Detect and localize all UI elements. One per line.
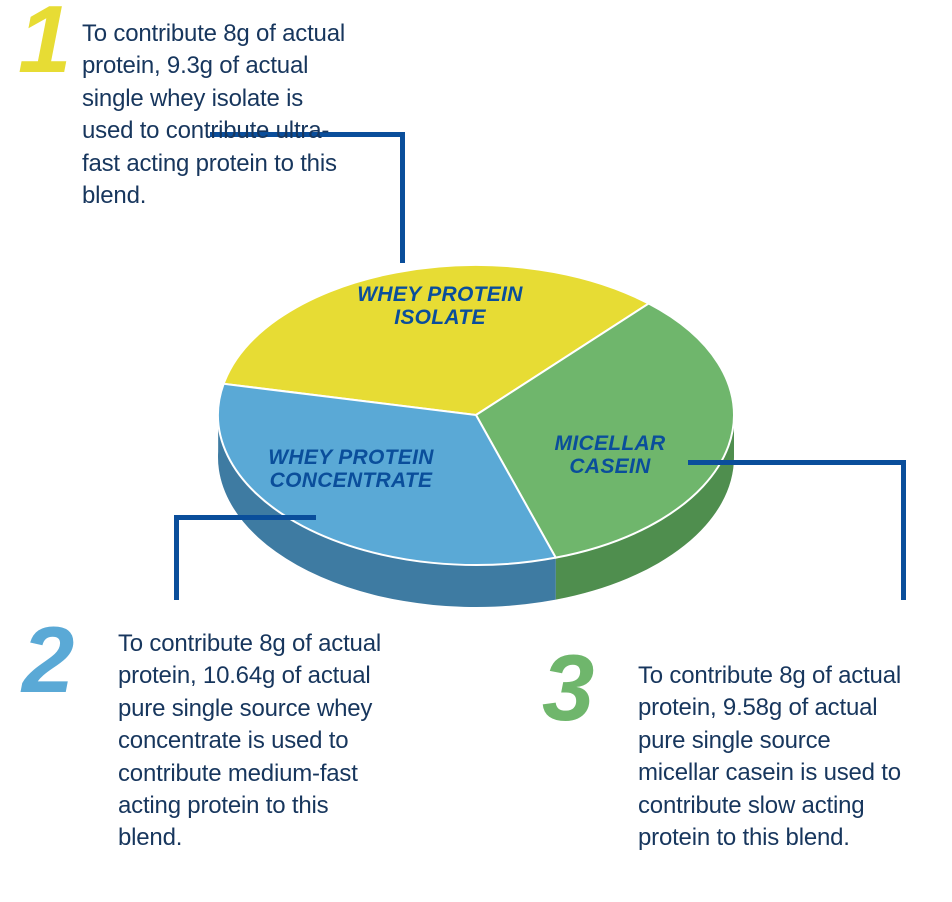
leader-2-horz bbox=[174, 515, 316, 520]
leader-2-vert bbox=[174, 515, 179, 600]
callout-number-1: 1 bbox=[18, 2, 67, 79]
callout-text-1: To contribute 8g of actual protein, 9.3g… bbox=[82, 18, 350, 212]
callout-number-3: 3 bbox=[542, 650, 590, 725]
callout-number-2: 2 bbox=[22, 622, 70, 697]
callout-text-2: To contribute 8g of actual protein, 10.6… bbox=[118, 628, 398, 855]
leader-3-vert bbox=[901, 460, 906, 600]
callout-text-3: To contribute 8g of actual protein, 9.58… bbox=[638, 660, 918, 854]
leader-1-vert bbox=[400, 132, 405, 263]
infographic-stage: WHEY PROTEIN ISOLATE WHEY PROTEIN CONCEN… bbox=[0, 0, 952, 902]
leader-3-horz bbox=[688, 460, 904, 465]
